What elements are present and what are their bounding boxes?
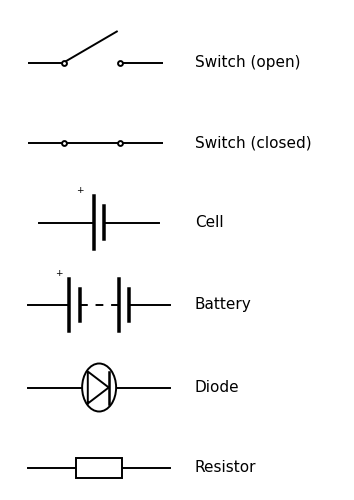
Text: Resistor: Resistor — [195, 460, 256, 475]
Text: +: + — [76, 186, 84, 195]
Text: Battery: Battery — [195, 298, 251, 312]
Bar — [76, 458, 122, 477]
Text: Cell: Cell — [195, 215, 223, 230]
Text: Diode: Diode — [195, 380, 239, 395]
Text: Switch (closed): Switch (closed) — [195, 135, 311, 150]
Text: +: + — [55, 268, 63, 278]
Text: Switch (open): Switch (open) — [195, 55, 300, 70]
Circle shape — [82, 364, 116, 412]
